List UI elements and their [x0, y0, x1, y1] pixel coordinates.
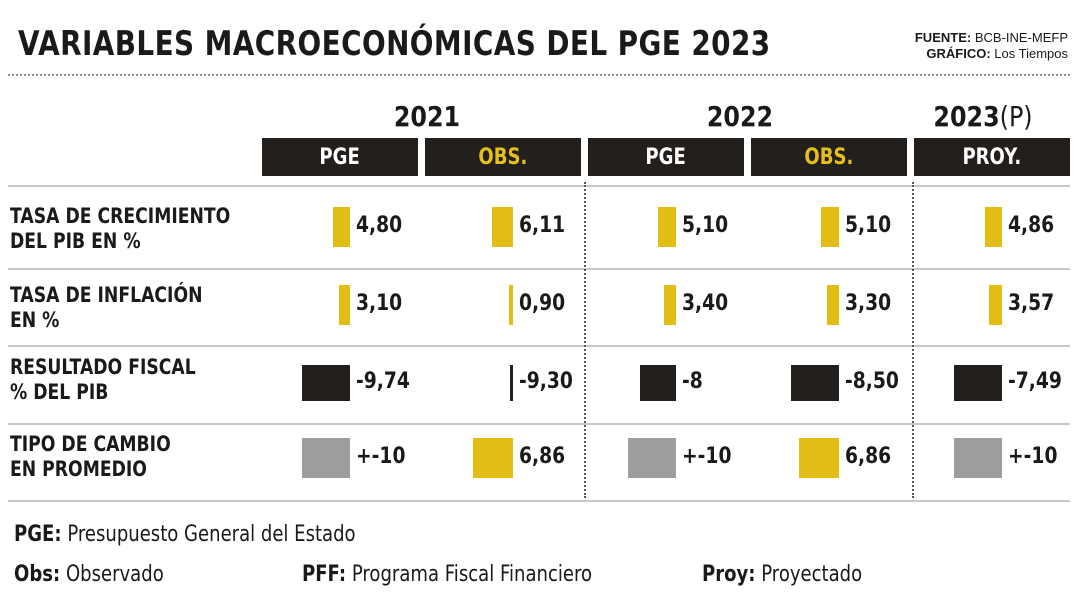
source-label: FUENTE: — [914, 30, 972, 45]
cell-value: 6,86 — [519, 444, 566, 469]
row-divider — [8, 423, 1070, 425]
legend-proy: Proy: Proyectado — [702, 562, 863, 587]
year-2022: 2022 — [706, 100, 774, 133]
row-label-gdp: TASA DE CRECIMIENTO DEL PIB EN % — [10, 204, 231, 253]
legend-pge: PGE: Presupuesto General del Estado — [14, 522, 356, 547]
cell-value: 0,90 — [519, 291, 566, 316]
cell-marker — [791, 365, 839, 401]
cell-marker — [302, 438, 350, 478]
cell-value: 4,86 — [1008, 213, 1055, 238]
cell-value: 6,11 — [519, 213, 566, 238]
column-divider — [584, 182, 586, 498]
year-2023: 2023(P) — [933, 100, 1033, 133]
row-divider — [8, 268, 1070, 270]
cell-marker — [658, 207, 676, 247]
cell-marker — [333, 207, 350, 247]
cell-marker — [509, 285, 513, 325]
cell-marker — [491, 207, 513, 247]
cell-marker — [628, 438, 676, 478]
row-label-fiscal: RESULTADO FISCAL% DEL PIB — [10, 355, 196, 404]
graphic-value: Los Tiempos — [994, 46, 1068, 61]
cell-value: 5,10 — [682, 213, 729, 238]
cell-value: 3,40 — [682, 291, 729, 316]
cell-marker — [510, 365, 513, 401]
cell-value: 6,86 — [845, 444, 892, 469]
cell-value: 3,30 — [845, 291, 892, 316]
row-label-inflation: TASA DE INFLACIÓN EN % — [10, 283, 203, 332]
header-2023-proy: PROY. — [914, 138, 1070, 176]
chart-title: VARIABLES MACROECONÓMICAS DEL PGE 2023 — [18, 24, 771, 64]
cell-marker — [954, 365, 1002, 401]
title-divider — [8, 74, 1070, 76]
cell-value: -9,74 — [356, 369, 410, 394]
cell-value: -9,30 — [519, 369, 573, 394]
cell-marker — [984, 207, 1002, 247]
cell-value: -8 — [682, 369, 703, 394]
cell-value: 3,57 — [1008, 291, 1055, 316]
cell-marker — [473, 438, 513, 478]
header-2022-obs: OBS. — [751, 138, 907, 176]
cell-marker — [640, 365, 676, 401]
cell-value: 4,80 — [356, 213, 403, 238]
cell-marker — [954, 438, 1002, 478]
cell-value: +-10 — [1008, 444, 1058, 469]
cell-value: +-10 — [356, 444, 406, 469]
cell-marker — [302, 365, 350, 401]
cell-marker — [663, 285, 676, 325]
cell-value: -7,49 — [1008, 369, 1062, 394]
column-divider — [912, 182, 914, 498]
row-label-exchange: TIPO DE CAMBIO EN PROMEDIO — [10, 432, 171, 481]
year-2021: 2021 — [393, 100, 461, 133]
cell-value: 3,10 — [356, 291, 403, 316]
header-2021-obs: OBS. — [425, 138, 581, 176]
row-divider — [8, 500, 1070, 502]
cell-value: -8,50 — [845, 369, 899, 394]
cell-marker — [338, 285, 350, 325]
row-divider — [8, 185, 1070, 187]
legend-obs: Obs: Observado — [14, 562, 164, 587]
graphic-label: GRÁFICO: — [926, 46, 991, 61]
cell-marker — [799, 438, 839, 478]
row-divider — [8, 345, 1070, 347]
source-value: BCB-INE-MEFP — [974, 30, 1068, 45]
cell-value: 5,10 — [845, 213, 892, 238]
cell-marker — [989, 285, 1002, 325]
cell-value: +-10 — [682, 444, 732, 469]
header-2021-pge: PGE — [262, 138, 418, 176]
cell-marker — [821, 207, 839, 247]
credits: FUENTE: BCB-INE-MEFP GRÁFICO: Los Tiempo… — [915, 30, 1068, 62]
cell-marker — [827, 285, 839, 325]
legend-pff: PFF: Programa Fiscal Financiero — [302, 562, 593, 587]
header-2022-pge: PGE — [588, 138, 744, 176]
